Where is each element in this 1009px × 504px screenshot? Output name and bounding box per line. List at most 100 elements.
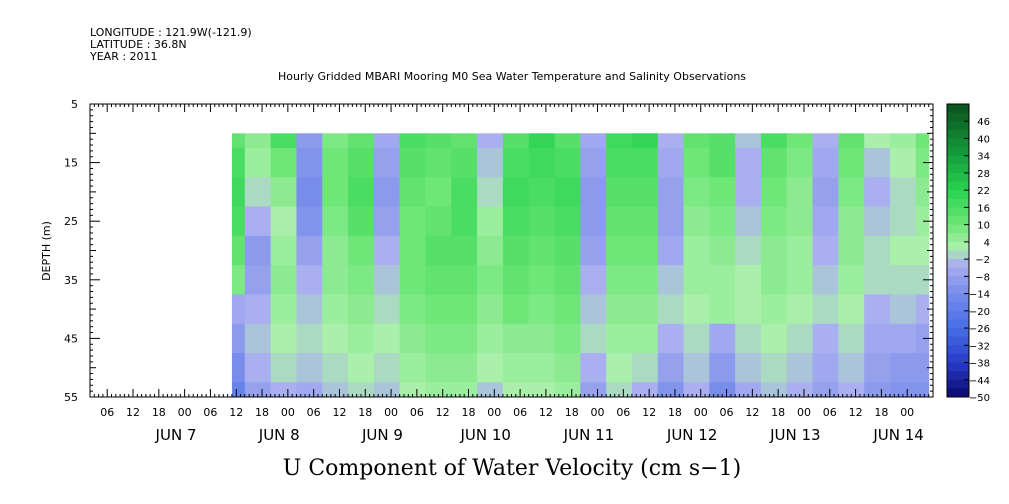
- colorbar-segment: [947, 319, 969, 329]
- heatmap-cell: [322, 235, 349, 266]
- x-date-label: JUN 11: [563, 426, 614, 444]
- heatmap-cell: [348, 235, 375, 266]
- heatmap-cell: [451, 294, 478, 325]
- colorbar-segment: [947, 267, 969, 277]
- colorbar-segment: [947, 190, 969, 200]
- heatmap-cell: [477, 323, 504, 354]
- heatmap-cell: [231, 323, 246, 354]
- heatmap-cell: [348, 323, 375, 354]
- heatmap-cell: [709, 353, 736, 383]
- heatmap-cell: [683, 147, 710, 178]
- heatmap-cell: [502, 133, 530, 149]
- colorbar-label: −14: [969, 290, 990, 301]
- heatmap-cell: [373, 382, 401, 398]
- heatmap-cell: [296, 133, 323, 149]
- longitude-label: LONGITUDE : 121.9W(-121.9): [90, 26, 252, 39]
- heatmap-cell: [296, 323, 323, 354]
- heatmap-cell: [631, 265, 659, 295]
- heatmap-cell: [786, 323, 814, 354]
- heatmap-cell: [348, 147, 375, 178]
- heatmap-cell: [606, 323, 633, 354]
- heatmap-cell: [735, 147, 762, 178]
- x-hour-label: 18: [255, 406, 269, 419]
- heatmap-cell: [889, 147, 917, 178]
- colorbar-segment: [947, 241, 969, 251]
- heatmap-cell: [786, 265, 814, 295]
- heatmap-cell: [373, 353, 401, 383]
- colorbar-segment: [947, 345, 969, 355]
- x-hour-label: 06: [720, 406, 734, 419]
- heatmap-cell: [838, 147, 865, 178]
- colorbar-label: −8: [975, 272, 990, 283]
- colorbar-segment: [947, 388, 969, 398]
- heatmap-cell: [760, 382, 788, 398]
- colorbar-label: 16: [977, 203, 990, 214]
- heatmap-cell: [580, 265, 607, 295]
- heatmap-cell: [915, 147, 930, 178]
- heatmap-cell: [425, 265, 452, 295]
- heatmap-cell: [322, 323, 349, 354]
- colorbar-segment: [947, 250, 969, 260]
- heatmap-cell: [864, 353, 891, 383]
- colorbar-label: −20: [969, 307, 990, 318]
- x-hour-label: 00: [281, 406, 295, 419]
- heatmap-cell: [915, 235, 930, 266]
- heatmap-cell: [683, 265, 710, 295]
- heatmap-cell: [760, 265, 788, 295]
- colorbar-label: 28: [977, 169, 990, 180]
- heatmap-cell: [580, 353, 607, 383]
- y-tick-label: 45: [64, 332, 78, 345]
- heatmap-cell: [477, 177, 504, 208]
- heatmap-cell: [322, 133, 349, 149]
- heatmap-cell: [554, 235, 581, 266]
- colorbar-label: 4: [984, 238, 990, 249]
- colorbar-segment: [947, 302, 969, 312]
- heatmap-cell: [296, 147, 323, 178]
- x-hour-label: 12: [332, 406, 346, 419]
- x-hour-label: 12: [539, 406, 553, 419]
- heatmap-cell: [554, 133, 581, 149]
- heatmap-cell: [864, 235, 891, 266]
- heatmap-cell: [915, 265, 930, 295]
- heatmap-cell: [231, 147, 246, 178]
- heatmap-cell: [348, 353, 375, 383]
- x-hour-label: 12: [436, 406, 450, 419]
- heatmap-cell: [554, 353, 581, 383]
- x-hour-label: 00: [900, 406, 914, 419]
- heatmap-cell: [786, 147, 814, 178]
- heatmap-cell: [322, 294, 349, 325]
- heatmap-cell: [270, 265, 297, 295]
- heatmap-cell: [399, 294, 426, 325]
- chart-title: Hourly Gridded MBARI Mooring M0 Sea Wate…: [278, 70, 746, 83]
- x-hour-label: 12: [229, 406, 243, 419]
- heatmap-cell: [244, 206, 272, 237]
- heatmap-cell: [606, 353, 633, 383]
- heatmap-cell: [502, 206, 530, 237]
- heatmap-cell: [399, 323, 426, 354]
- heatmap-cell: [528, 294, 556, 325]
- heatmap-cell: [760, 294, 788, 325]
- heatmap-cell: [399, 133, 426, 149]
- heatmap-cell: [425, 206, 452, 237]
- heatmap-cell: [244, 382, 272, 398]
- heatmap-cell: [889, 294, 917, 325]
- heatmap-cell: [425, 382, 452, 398]
- heatmap-cell: [838, 353, 865, 383]
- heatmap-cell: [528, 147, 556, 178]
- latitude-label: LATITUDE : 36.8N: [90, 38, 187, 51]
- metadata-block: LONGITUDE : 121.9W(-121.9) LATITUDE : 36…: [90, 27, 252, 63]
- heatmap-cell: [683, 353, 710, 383]
- heatmap-cell: [244, 177, 272, 208]
- heatmap-cell: [425, 294, 452, 325]
- heatmap-cell: [786, 133, 814, 149]
- heatmap-cell: [502, 265, 530, 295]
- heatmap-cell: [502, 235, 530, 266]
- heatmap-cell: [270, 177, 297, 208]
- heatmap-cell: [735, 206, 762, 237]
- x-date-label: JUN 12: [666, 426, 717, 444]
- heatmap-cell: [786, 206, 814, 237]
- heatmap-cell: [889, 133, 917, 149]
- heatmap-cell: [502, 177, 530, 208]
- heatmap-cell: [838, 177, 865, 208]
- heatmap-cell: [864, 133, 891, 149]
